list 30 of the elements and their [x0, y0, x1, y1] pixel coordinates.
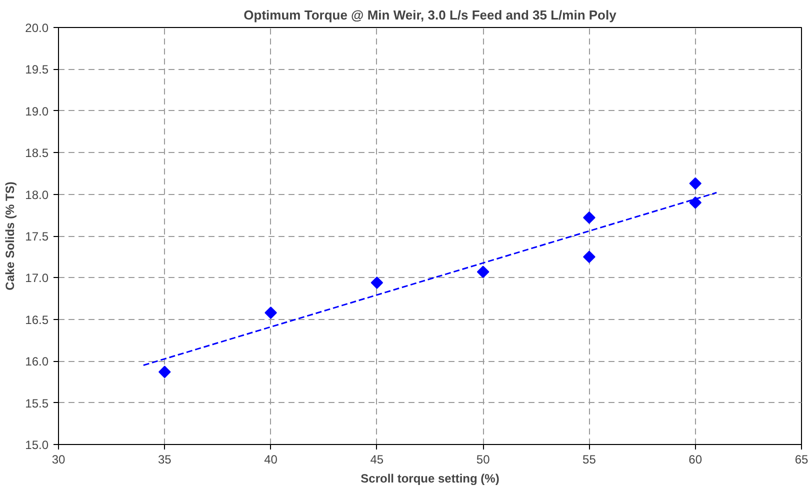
y-tick-label: 17.0: [25, 271, 49, 286]
y-tick-label: 16.5: [25, 312, 49, 327]
x-axis-title: Scroll torque setting (%): [360, 472, 500, 486]
y-tick-label: 18.5: [25, 146, 49, 160]
point: [583, 250, 596, 264]
y-tick-label: 20.0: [25, 21, 49, 35]
y-axis-title: Cake Solids (% TS): [3, 182, 18, 290]
y-tick-label: 16.0: [25, 354, 49, 369]
y-tick-label: 15.5: [25, 396, 49, 410]
point: [264, 306, 277, 319]
point: [370, 276, 384, 289]
y-tick-label: 17.5: [25, 230, 49, 244]
x-tick-label: 30: [52, 452, 66, 466]
x-tick-label: 55: [582, 452, 596, 466]
x-tick-label: 45: [370, 452, 384, 466]
x-tick-label: 35: [158, 452, 172, 466]
point: [583, 211, 596, 224]
x-tick-label: 40: [264, 452, 278, 466]
point: [689, 196, 702, 209]
x-tick-label: 60: [688, 452, 702, 466]
y-tick-label: 19.0: [25, 104, 49, 118]
y-tick-label: 18.0: [25, 188, 49, 202]
chart-title: Optimum Torque @ Min Weir, 3.0 L/s Feed and 35 L/min Poly: [244, 8, 618, 22]
y-tick-label: 19.5: [25, 62, 49, 77]
x-tick-label: 50: [476, 452, 490, 466]
y-tick-label: 15.0: [25, 438, 49, 452]
point: [689, 177, 702, 190]
point: [476, 266, 490, 278]
x-tick-label: 65: [794, 452, 808, 466]
point: [158, 366, 171, 378]
